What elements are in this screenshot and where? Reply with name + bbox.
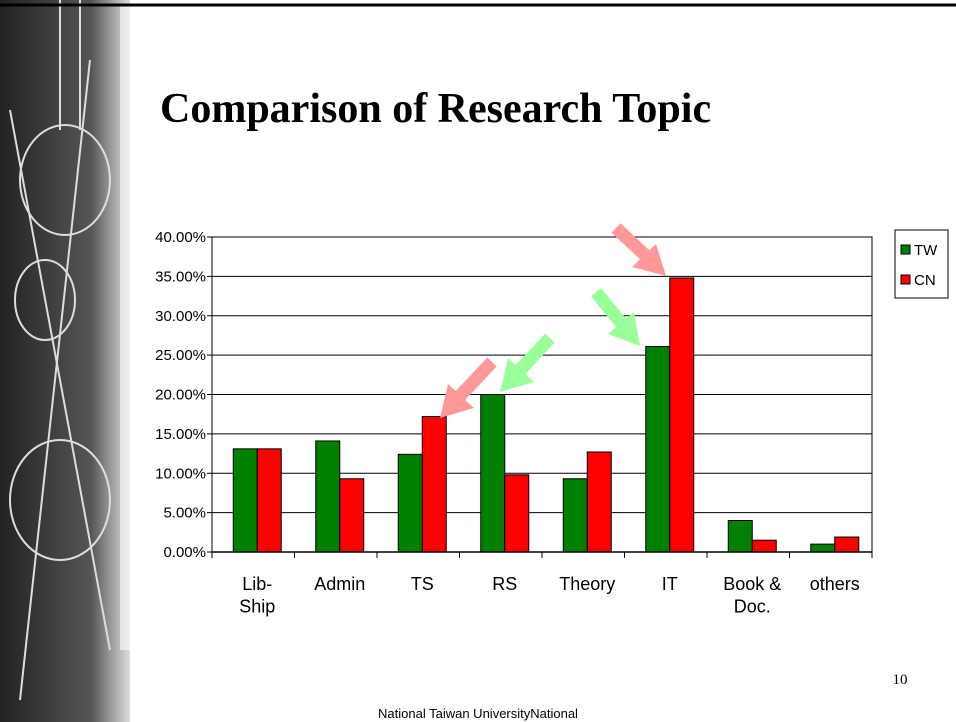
bar [586,451,612,553]
legend-label: TW [914,242,938,259]
x-tick-label: Lib-Ship [239,574,275,617]
bar [480,394,506,553]
x-tick-label: IT [662,574,678,594]
page-number: 10 [893,672,908,688]
bar [751,539,777,553]
bar [669,277,695,553]
bar [397,453,423,553]
bar [504,474,530,553]
bar [810,543,836,553]
x-tick-label: RS [492,574,517,594]
x-tick-label: Admin [314,574,365,594]
y-tick-label: 25.00% [155,347,206,364]
y-tick-label: 15.00% [155,426,206,443]
x-tick-label: Theory [559,574,615,594]
legend: TW CN [894,229,949,299]
chart-title: Comparison of Research Topic [160,86,711,132]
legend-swatch [900,274,911,285]
legend-label: CN [914,272,936,289]
bar [562,478,588,553]
y-tick-label: 0.00% [163,544,206,561]
y-tick-label: 40.00% [155,229,206,246]
y-tick-label: 5.00% [163,505,206,522]
chart: 0.00% 5.00% 10.00% 15.00% 20.00% 25.00% 30.00%… [155,229,949,617]
bar [339,478,365,553]
y-tick-label: 10.00% [155,465,206,482]
bar [256,448,282,553]
y-tick-label: 30.00% [155,308,206,325]
callout-arrows [440,223,666,418]
bar [834,536,860,553]
bar [315,440,341,553]
legend-swatch [900,244,911,255]
footer: National Taiwan UniversityNational [378,706,578,721]
bar [421,416,447,553]
x-tick-label: others [810,574,860,594]
x-tick-label: Book & Doc. [723,574,781,617]
y-tick-label: 35.00% [155,268,206,285]
bar [727,520,753,553]
bar [232,448,258,553]
legend-box [894,229,949,299]
y-tick-label: 20.00% [155,387,206,404]
side-decoration [0,0,140,722]
x-tick-label: TS [411,574,434,594]
bar [645,345,671,553]
